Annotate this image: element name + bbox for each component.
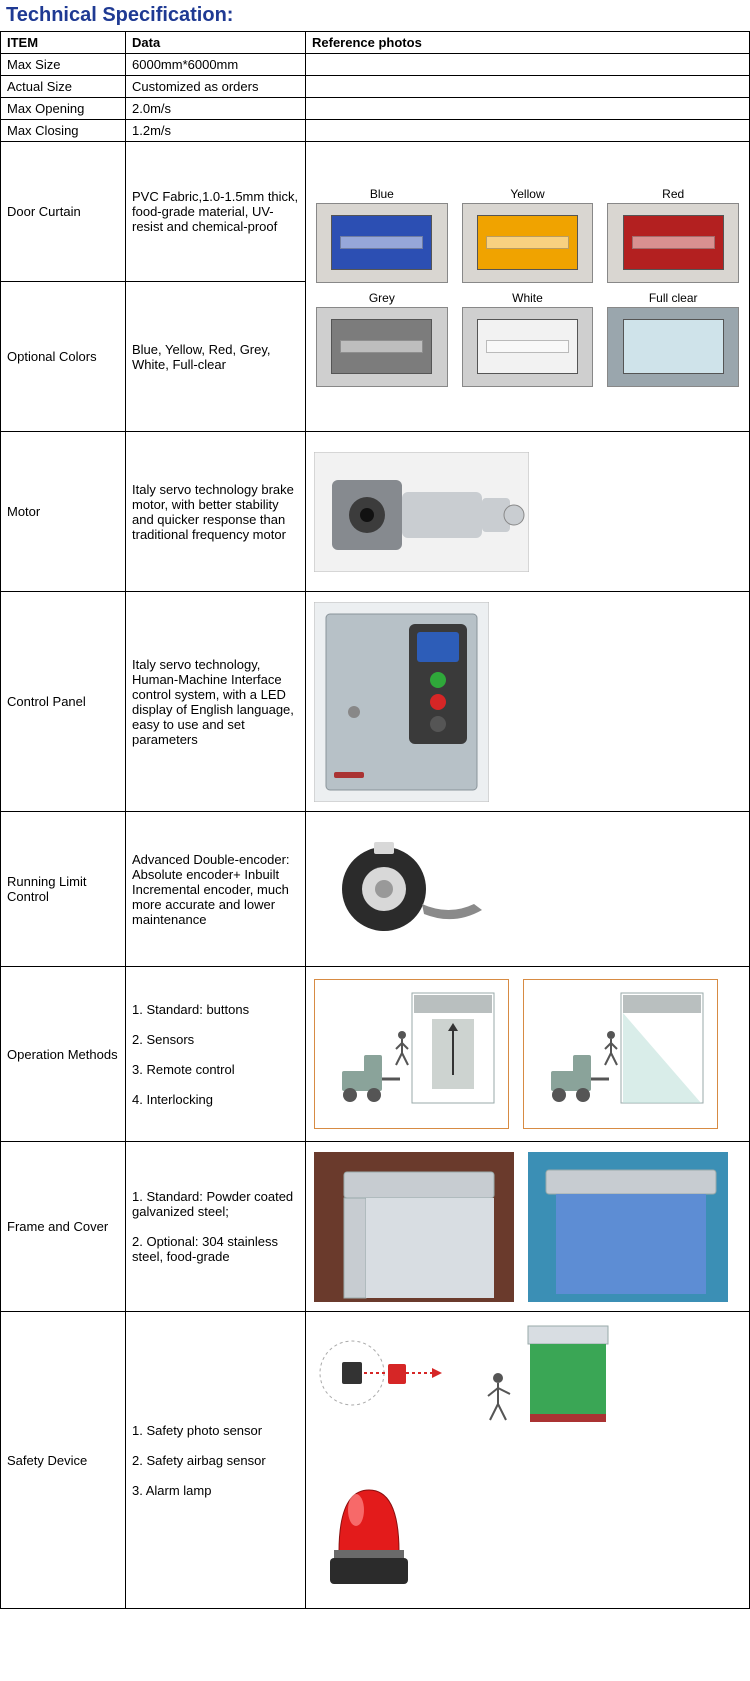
col-ref: Reference photos (306, 32, 750, 54)
ref-cell-encoder (306, 812, 750, 967)
ref-cell (306, 54, 750, 76)
data-cell: 1. Safety photo sensor 2. Safety airbag … (126, 1312, 306, 1609)
ref-cell (306, 120, 750, 142)
table-row: Operation Methods 1. Standard: buttons 2… (1, 967, 750, 1142)
item-cell: Actual Size (1, 76, 126, 98)
item-cell: Control Panel (1, 592, 126, 812)
item-cell: Operation Methods (1, 967, 126, 1142)
table-row: Door Curtain PVC Fabric,1.0-1.5mm thick,… (1, 142, 750, 282)
item-cell: Running Limit Control (1, 812, 126, 967)
item-cell: Door Curtain (1, 142, 126, 282)
table-row: Max Opening 2.0m/s (1, 98, 750, 120)
door-color-swatch: Red (607, 187, 739, 283)
ref-cell (306, 76, 750, 98)
table-row: Safety Device 1. Safety photo sensor 2. … (1, 1312, 750, 1609)
table-row: Running Limit Control Advanced Double-en… (1, 812, 750, 967)
data-cell: Advanced Double-encoder: Absolute encode… (126, 812, 306, 967)
control-panel-photo-icon (314, 602, 489, 802)
swatch-label: Yellow (462, 187, 594, 201)
table-row: Max Closing 1.2m/s (1, 120, 750, 142)
item-cell: Max Closing (1, 120, 126, 142)
swatch-label: Blue (316, 187, 448, 201)
data-cell: 1.2m/s (126, 120, 306, 142)
safety-airbag-diagram-icon (458, 1318, 618, 1448)
ref-cell-frame (306, 1142, 750, 1312)
swatch-label: Red (607, 187, 739, 201)
col-item: ITEM (1, 32, 126, 54)
operation-diagram-icon (523, 979, 718, 1129)
item-cell: Max Opening (1, 98, 126, 120)
swatch-label: Full clear (607, 291, 739, 305)
data-cell: 1. Standard: buttons 2. Sensors 3. Remot… (126, 967, 306, 1142)
item-cell: Frame and Cover (1, 1142, 126, 1312)
door-color-swatch: Grey (316, 291, 448, 387)
data-cell: Italy servo technology, Human-Machine In… (126, 592, 306, 812)
data-cell: 6000mm*6000mm (126, 54, 306, 76)
frame-photo-icon (314, 1152, 514, 1302)
door-color-swatch: Yellow (462, 187, 594, 283)
item-cell: Optional Colors (1, 282, 126, 432)
data-cell: Customized as orders (126, 76, 306, 98)
swatch-label: White (462, 291, 594, 305)
frame-photo-icon (528, 1152, 728, 1302)
spec-table: ITEM Data Reference photos Max Size 6000… (0, 31, 750, 1609)
data-cell: Italy servo technology brake motor, with… (126, 432, 306, 592)
ref-cell-colors: Blue Yellow Red Grey White Full clear (306, 142, 750, 432)
table-row: Max Size 6000mm*6000mm (1, 54, 750, 76)
swatch-label: Grey (316, 291, 448, 305)
data-cell: 1. Standard: Powder coated galvanized st… (126, 1142, 306, 1312)
table-row: Control Panel Italy servo technology, Hu… (1, 592, 750, 812)
page-title: Technical Specification: (0, 0, 750, 31)
data-cell: 2.0m/s (126, 98, 306, 120)
operation-diagram-icon (314, 979, 509, 1129)
data-cell: PVC Fabric,1.0-1.5mm thick, food-grade m… (126, 142, 306, 282)
item-cell: Max Size (1, 54, 126, 76)
safety-sensor-diagram-icon (314, 1318, 444, 1448)
ref-cell (306, 98, 750, 120)
item-cell: Safety Device (1, 1312, 126, 1609)
alarm-lamp-icon (314, 1462, 424, 1602)
table-row: Frame and Cover 1. Standard: Powder coat… (1, 1142, 750, 1312)
table-row: Actual Size Customized as orders (1, 76, 750, 98)
encoder-photo-icon (314, 824, 484, 954)
ref-cell-safety (306, 1312, 750, 1609)
door-color-swatch: Full clear (607, 291, 739, 387)
table-header-row: ITEM Data Reference photos (1, 32, 750, 54)
door-color-swatch: White (462, 291, 594, 387)
table-row: Motor Italy servo technology brake motor… (1, 432, 750, 592)
ref-cell-motor (306, 432, 750, 592)
item-cell: Motor (1, 432, 126, 592)
ref-cell-ops (306, 967, 750, 1142)
ref-cell-panel (306, 592, 750, 812)
col-data: Data (126, 32, 306, 54)
data-cell: Blue, Yellow, Red, Grey, White, Full-cle… (126, 282, 306, 432)
door-color-swatch: Blue (316, 187, 448, 283)
motor-photo-icon (314, 452, 529, 572)
